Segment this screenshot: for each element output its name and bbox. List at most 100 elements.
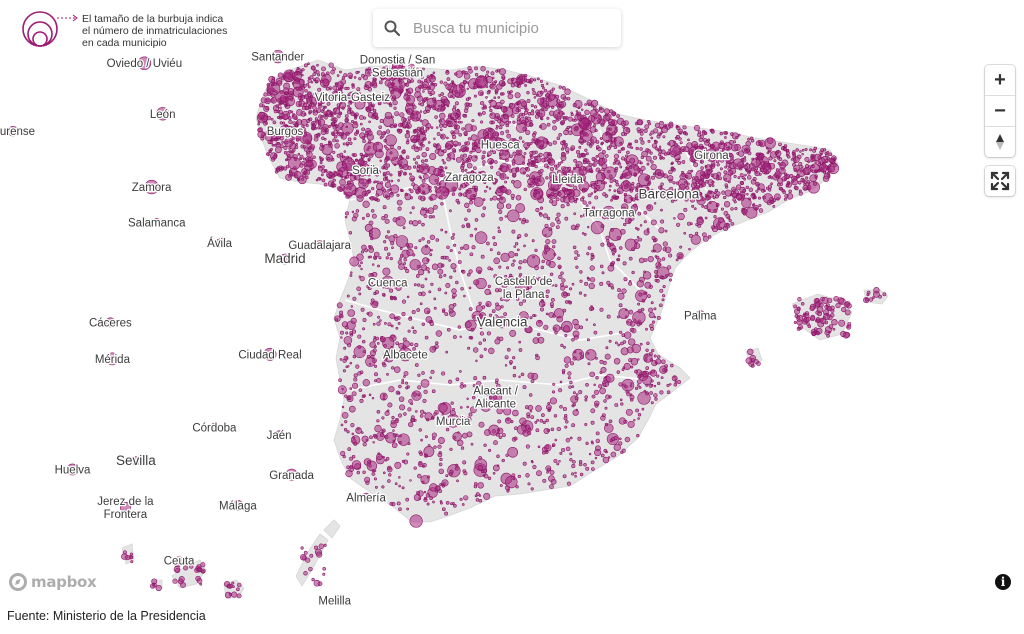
municipality-bubble[interactable]	[708, 184, 712, 188]
municipality-bubble[interactable]	[433, 306, 437, 310]
municipality-bubble[interactable]	[595, 167, 601, 173]
municipality-bubble[interactable]	[618, 382, 623, 387]
municipality-bubble[interactable]	[618, 417, 627, 425]
municipality-bubble[interactable]	[346, 294, 350, 298]
municipality-bubble[interactable]	[638, 292, 643, 297]
municipality-bubble[interactable]	[796, 314, 804, 322]
municipality-bubble[interactable]	[398, 80, 403, 85]
municipality-bubble[interactable]	[719, 140, 724, 145]
municipality-bubble[interactable]	[350, 305, 353, 308]
municipality-bubble[interactable]	[362, 327, 366, 331]
municipality-bubble[interactable]	[333, 129, 339, 135]
municipality-bubble[interactable]	[518, 266, 522, 270]
municipality-bubble[interactable]	[474, 494, 478, 498]
municipality-bubble[interactable]	[370, 209, 375, 213]
municipality-bubble[interactable]	[504, 215, 508, 218]
municipality-bubble[interactable]	[591, 206, 596, 210]
municipality-bubble[interactable]	[408, 188, 412, 191]
municipality-bubble[interactable]	[499, 172, 507, 180]
municipality-bubble[interactable]	[770, 176, 774, 180]
municipality-bubble[interactable]	[747, 175, 752, 180]
municipality-bubble[interactable]	[628, 184, 635, 191]
municipality-bubble[interactable]	[554, 331, 558, 335]
municipality-bubble[interactable]	[327, 99, 331, 103]
municipality-bubble[interactable]	[352, 354, 357, 359]
municipality-bubble[interactable]	[302, 95, 305, 98]
municipality-bubble[interactable]	[236, 593, 242, 599]
municipality-bubble[interactable]	[815, 331, 820, 336]
municipality-bubble[interactable]	[500, 165, 508, 173]
municipality-bubble[interactable]	[535, 355, 540, 361]
municipality-bubble[interactable]	[367, 157, 371, 161]
municipality-bubble[interactable]	[312, 102, 316, 106]
municipality-bubble[interactable]	[731, 144, 739, 152]
municipality-bubble[interactable]	[670, 162, 674, 166]
municipality-bubble[interactable]	[518, 375, 521, 379]
mapbox-logo[interactable]: mapbox	[8, 572, 97, 592]
municipality-bubble[interactable]	[361, 73, 365, 78]
municipality-bubble[interactable]	[401, 486, 405, 490]
municipality-bubble[interactable]	[522, 259, 527, 264]
municipality-bubble[interactable]	[491, 309, 496, 313]
municipality-bubble[interactable]	[530, 379, 535, 383]
municipality-bubble[interactable]	[368, 120, 371, 124]
municipality-bubble[interactable]	[647, 294, 651, 298]
municipality-bubble[interactable]	[308, 566, 313, 572]
municipality-bubble[interactable]	[271, 137, 275, 142]
municipality-bubble[interactable]	[799, 169, 803, 173]
municipality-bubble[interactable]	[492, 236, 496, 240]
municipality-bubble[interactable]	[657, 381, 661, 386]
municipality-bubble[interactable]	[603, 166, 617, 180]
municipality-bubble[interactable]	[236, 587, 240, 592]
municipality-bubble[interactable]	[745, 169, 749, 173]
municipality-bubble[interactable]	[695, 222, 699, 227]
municipality-bubble[interactable]	[566, 481, 571, 486]
municipality-bubble[interactable]	[334, 143, 340, 149]
municipality-bubble[interactable]	[556, 462, 560, 466]
municipality-bubble[interactable]	[349, 256, 360, 267]
municipality-bubble[interactable]	[368, 229, 373, 234]
municipality-bubble[interactable]	[420, 438, 423, 442]
municipality-bubble[interactable]	[758, 203, 762, 207]
municipality-bubble[interactable]	[466, 162, 473, 169]
municipality-bubble[interactable]	[317, 126, 321, 130]
municipality-bubble[interactable]	[452, 303, 457, 307]
municipality-bubble[interactable]	[529, 120, 533, 123]
municipality-bubble[interactable]	[699, 134, 704, 139]
municipality-bubble[interactable]	[441, 479, 449, 487]
municipality-bubble[interactable]	[818, 161, 822, 164]
municipality-bubble[interactable]	[315, 110, 319, 113]
municipality-bubble[interactable]	[311, 123, 315, 127]
municipality-bubble[interactable]	[559, 405, 563, 409]
municipality-bubble[interactable]	[448, 308, 454, 314]
municipality-bubble[interactable]	[379, 319, 382, 322]
municipality-bubble[interactable]	[509, 143, 514, 148]
municipality-bubble[interactable]	[456, 201, 461, 205]
municipality-bubble[interactable]	[397, 413, 403, 418]
municipality-bubble[interactable]	[414, 146, 420, 152]
municipality-bubble[interactable]	[451, 288, 457, 294]
municipality-bubble[interactable]	[549, 302, 554, 307]
municipality-bubble[interactable]	[374, 485, 378, 489]
municipality-bubble[interactable]	[561, 368, 566, 373]
municipality-bubble[interactable]	[500, 106, 508, 113]
municipality-bubble[interactable]	[389, 295, 393, 299]
zoom-out-button[interactable]: −	[985, 96, 1015, 127]
municipality-bubble[interactable]	[519, 112, 523, 117]
municipality-bubble[interactable]	[318, 114, 323, 119]
municipality-bubble[interactable]	[428, 196, 432, 200]
municipality-bubble[interactable]	[384, 235, 389, 239]
municipality-bubble[interactable]	[593, 106, 597, 110]
municipality-bubble[interactable]	[551, 444, 555, 448]
municipality-bubble[interactable]	[539, 90, 544, 95]
municipality-bubble[interactable]	[640, 155, 645, 159]
municipality-bubble[interactable]	[405, 268, 410, 274]
municipality-bubble[interactable]	[454, 91, 461, 98]
municipality-bubble[interactable]	[528, 393, 533, 397]
municipality-bubble[interactable]	[477, 112, 481, 116]
municipality-bubble[interactable]	[625, 166, 629, 170]
municipality-bubble[interactable]	[510, 114, 515, 118]
municipality-bubble[interactable]	[605, 154, 609, 158]
municipality-bubble[interactable]	[521, 101, 527, 108]
municipality-bubble[interactable]	[815, 318, 821, 324]
